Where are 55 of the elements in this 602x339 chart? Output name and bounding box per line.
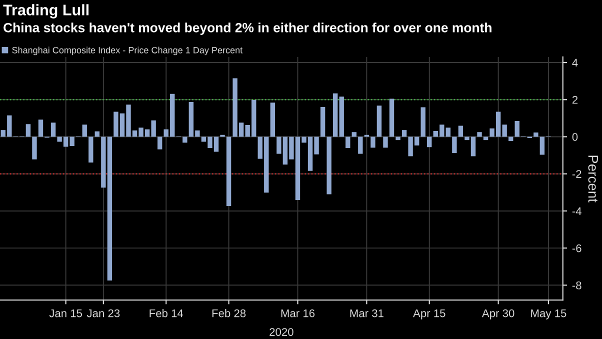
bar: [383, 136, 388, 148]
bar: [389, 98, 394, 137]
y-tick-label: 2: [572, 96, 578, 104]
bar: [534, 132, 538, 137]
bar: [446, 128, 451, 137]
y-tick-label: -8: [572, 281, 582, 290]
bar: [82, 124, 87, 137]
x-tick-label: Jan 23: [86, 309, 120, 318]
chart-subtitle: China stocks haven't moved beyond 2% in either direction for over one month: [4, 22, 492, 35]
bar: [508, 136, 514, 142]
bar: [326, 136, 332, 194]
bar: [346, 136, 350, 148]
y-tick-label: 0: [572, 133, 578, 141]
bar: [26, 124, 31, 137]
bar: [402, 130, 407, 137]
bar: [352, 132, 356, 137]
bar: [396, 136, 400, 140]
text: 2020: [270, 328, 294, 336]
bar: [339, 96, 344, 137]
bar: [270, 102, 276, 137]
bar: [32, 136, 37, 160]
bar: [332, 93, 338, 137]
bar: [320, 107, 326, 137]
bar: [358, 136, 363, 154]
y-tick-label: -2: [572, 170, 582, 178]
x-tick-label: Apr 15: [413, 309, 446, 320]
bar: [427, 136, 432, 148]
x-tick-label: Mar 16: [281, 309, 315, 318]
bar: [483, 136, 488, 140]
bar: [540, 136, 545, 155]
y-axis-title: Percent: [588, 156, 598, 202]
y-tick-label: -6: [572, 244, 582, 252]
bar: [38, 120, 44, 137]
x-tick-label: Apr 30: [482, 309, 514, 320]
bar: [226, 136, 232, 206]
x-tick-label: Mar 31: [350, 309, 384, 318]
x-tick-label: Feb 28: [212, 309, 246, 318]
bar: [514, 120, 520, 137]
bar: [420, 107, 426, 137]
bar: [477, 132, 482, 137]
y-tick-label: -4: [572, 207, 582, 215]
bar: [50, 122, 56, 137]
bar: [88, 136, 94, 163]
bar: [376, 106, 382, 137]
bar: [458, 126, 464, 137]
bar: [370, 136, 376, 148]
chart-title: Trading Lull: [3, 4, 89, 18]
x-tick-label: May 15: [531, 309, 566, 320]
bar: [157, 136, 162, 150]
x-tick-label: Jan 15: [49, 309, 82, 318]
bar: [452, 136, 457, 154]
y-tick-label: 4: [572, 58, 578, 67]
legend-label: Shanghai Composite Index - Price Change 1 Day Percent: [12, 46, 243, 56]
x-tick-label: Feb 14: [150, 309, 184, 318]
bar: [182, 136, 188, 143]
